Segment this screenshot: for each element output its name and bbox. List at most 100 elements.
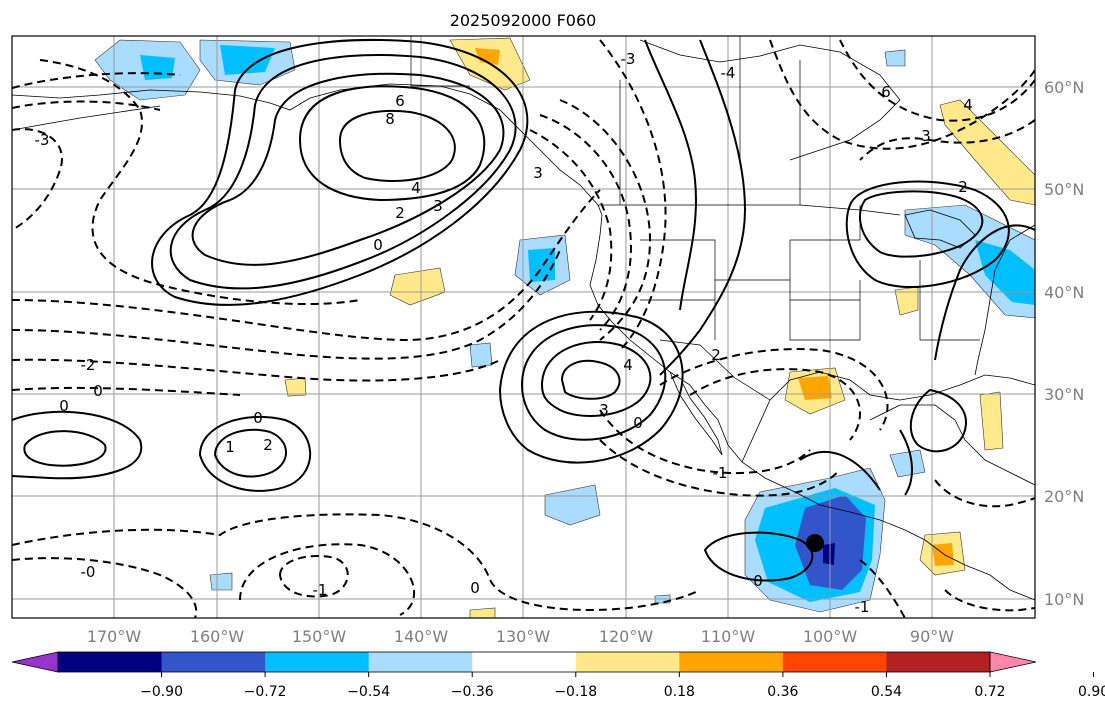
contour-line: [539, 114, 632, 331]
colorbar-swatch: [368, 652, 473, 672]
contour-label: -3: [621, 50, 636, 68]
contour-line: [559, 99, 652, 341]
lon-label: 150°W: [292, 627, 347, 646]
contour-label: 6: [881, 83, 891, 101]
contour-line: [23, 430, 107, 467]
colorbar-max-arrow: [989, 651, 1037, 673]
contour-label: -4: [721, 64, 736, 82]
contour-line: [213, 428, 287, 478]
contour-line: [659, 348, 889, 431]
positive-anomaly-region: [469, 607, 496, 618]
contour-line: [12, 100, 161, 111]
contour-label: 3: [599, 401, 609, 419]
positive-anomaly-region: [939, 99, 1035, 206]
contour-line: [39, 59, 361, 306]
contour-line: [529, 129, 613, 321]
us-mexico-border: [659, 339, 771, 401]
contour-label: 1: [225, 438, 235, 456]
contour-line: [934, 224, 1035, 361]
contour-label: 4: [963, 96, 973, 114]
contour-line: [540, 340, 652, 417]
lat-label: 10°N: [1044, 590, 1084, 609]
colorbar-tick-label: 0.18: [664, 684, 695, 700]
contour-line: [859, 190, 984, 258]
contour-line: [659, 39, 747, 376]
map-frame: [11, 35, 1036, 619]
negative-anomaly-region: [469, 342, 493, 368]
contour-label: 0: [470, 579, 480, 597]
colorbar-swatch: [161, 652, 266, 672]
canada-province-border: [619, 36, 801, 205]
contour-line: [599, 39, 667, 351]
contour-label: 4: [411, 179, 421, 197]
contour-line: [859, 119, 1035, 161]
contour-label: 0: [59, 397, 69, 415]
gulf-coast: [741, 371, 1035, 463]
contour-label: 0: [373, 236, 383, 254]
colorbar-swatch: [782, 652, 887, 672]
contour-label: 6: [395, 92, 405, 110]
contour-line: [799, 429, 913, 496]
lon-label: 110°W: [701, 627, 756, 646]
contour-label: 2: [958, 178, 968, 196]
gridlines: [12, 36, 1035, 618]
lon-label: 140°W: [394, 627, 449, 646]
colorbar-tick-label: −0.90: [140, 684, 183, 700]
contour-line: [12, 386, 241, 396]
contour-label: 8: [385, 110, 395, 128]
contour-line: [560, 360, 621, 400]
colorbar-tick-label: 0.72: [974, 684, 1005, 700]
contour-label: -3: [35, 131, 50, 149]
contour-label: -1: [313, 581, 328, 599]
contour-label: 2: [711, 346, 721, 364]
lat-label: 50°N: [1044, 180, 1084, 199]
contour-line: [845, 180, 1010, 289]
contour-line: [498, 310, 684, 464]
baja-california: [669, 371, 723, 456]
negative-anomaly-region: [823, 543, 835, 565]
storm-center-marker: [806, 534, 824, 552]
lon-label: 130°W: [496, 627, 551, 646]
colorbar-tick-label: −0.18: [554, 684, 597, 700]
contour-line: [12, 249, 561, 360]
colorbar-tick-label: −0.54: [347, 684, 390, 700]
colorbar-swatch: [575, 652, 680, 672]
colorbar-tick-label: 0.54: [871, 684, 902, 700]
colorbar-swatch: [886, 652, 991, 672]
contour-label: 3: [921, 127, 931, 145]
contour-label: -1: [713, 464, 728, 482]
positive-anomaly-region: [979, 391, 1004, 451]
negative-anomaly-region: [528, 248, 555, 282]
contour-line: [12, 358, 501, 382]
alaska-canada-border: [410, 36, 470, 87]
colorbar-tick-label: −0.36: [451, 684, 494, 700]
contour-line: [298, 85, 486, 202]
contour-line: [859, 559, 906, 618]
colorbar-swatch: [265, 652, 370, 672]
lon-label: 90°W: [910, 627, 954, 646]
positive-anomaly-region: [284, 377, 307, 397]
contour-label: 3: [433, 197, 443, 215]
map-area: 6 8 4 3 2 0 -2 0 0 0 2 1 3 0 -1 -1 -0 0 …: [12, 36, 1035, 618]
colorbar-swatch: [58, 652, 163, 672]
contour-line: [169, 53, 517, 290]
contour-line: [12, 128, 63, 231]
contour-label: 2: [395, 204, 405, 222]
lat-label: 60°N: [1044, 78, 1084, 97]
map-title: 2025092000 F060: [450, 11, 597, 30]
contour-labels: 6 8 4 3 2 0 -2 0 0 0 2 1 3 0 -1 -1 -0 0 …: [35, 50, 973, 616]
state-border: [640, 239, 860, 281]
west-coast: [589, 214, 926, 541]
yucatan-coast: [869, 404, 1035, 486]
negative-anomaly-region: [884, 49, 906, 67]
contour-label: 0: [753, 572, 763, 590]
negative-anomaly-region: [220, 45, 275, 75]
latitude-labels: 60°N 50°N 40°N 30°N 20°N 10°N: [1044, 78, 1084, 609]
negative-anomaly-region: [975, 240, 1035, 305]
political-borders: [410, 36, 980, 401]
contour-line: [909, 388, 967, 453]
contour-label: 0: [253, 409, 263, 427]
lat-label: 40°N: [1044, 283, 1084, 302]
contour-line: [839, 39, 1035, 122]
